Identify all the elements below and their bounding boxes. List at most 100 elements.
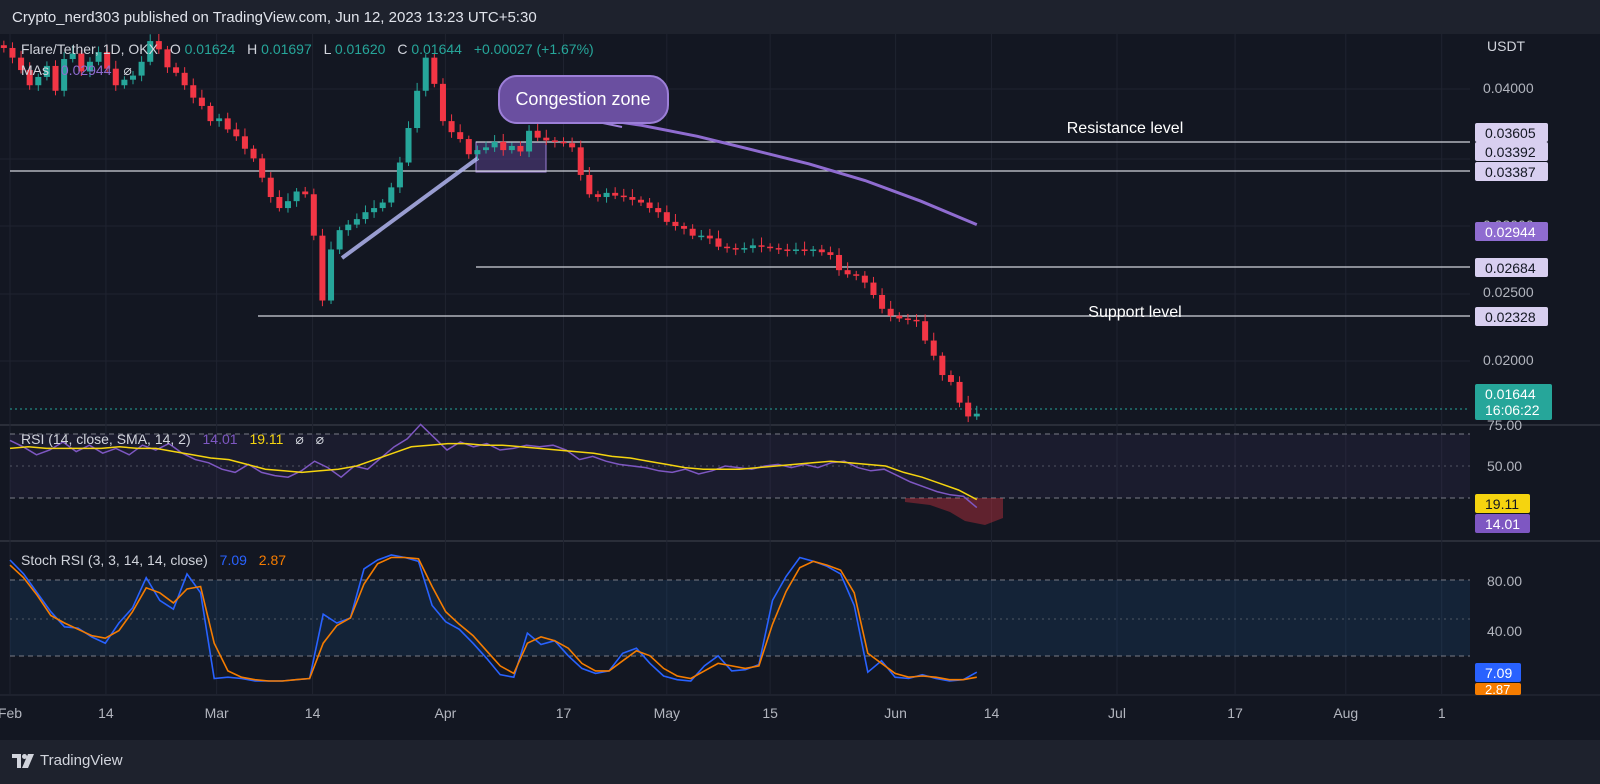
candle-body: [26, 70, 33, 86]
candle-body: [181, 72, 188, 86]
stoch-legend[interactable]: Stoch RSI (3, 3, 14, 14, close) 7.09 2.8…: [21, 552, 286, 568]
candle-body: [836, 254, 843, 271]
candle-body: [259, 158, 266, 178]
candle-body: [276, 197, 283, 209]
candle-body: [551, 140, 558, 142]
candle-body: [758, 245, 765, 247]
rsi-legend[interactable]: RSI (14, close, SMA, 14, 2) 14.01 19.11 …: [21, 431, 325, 447]
candle-body: [129, 75, 137, 80]
last-price-text: 0.01644: [1485, 386, 1536, 402]
candle-body: [913, 319, 920, 322]
x-tick-label: 14: [305, 705, 321, 721]
candle-body: [922, 321, 929, 341]
rsi-badge: [1475, 514, 1530, 533]
hidden-eye-icon[interactable]: ⌀: [316, 431, 325, 447]
candle-body: [371, 208, 378, 213]
candle-body: [86, 61, 93, 72]
resistance-label: Resistance level: [1067, 120, 1184, 137]
x-tick-label: 14: [98, 705, 114, 721]
candle-body: [629, 197, 636, 200]
candle-body: [517, 145, 524, 152]
stoch-axis[interactable]: 80.00 40.00 7.09 2.87: [1475, 573, 1522, 697]
candle-body: [861, 275, 868, 283]
stoch-k-value: 7.09: [220, 552, 247, 568]
stoch-pane[interactable]: [0, 542, 1470, 694]
candle-body: [422, 57, 429, 91]
rsi-value: 14.01: [203, 431, 238, 447]
y-tick-label: 0.02500: [1483, 284, 1534, 300]
candle-body: [439, 83, 446, 122]
candle-body: [112, 68, 119, 86]
price-badge-text: 0.03392: [1485, 144, 1536, 160]
candle-body: [827, 252, 834, 255]
trend-line[interactable]: [340, 156, 480, 260]
rsi-sma-badge-text: 19.11: [1485, 496, 1519, 512]
candle-body: [431, 57, 438, 84]
y-tick-label: 80.00: [1487, 573, 1522, 589]
x-tick-label: Mar: [205, 705, 229, 721]
candle-body: [818, 249, 825, 253]
rsi-label: RSI (14, close, SMA, 14, 2): [21, 431, 191, 447]
x-tick-label: 17: [1227, 705, 1243, 721]
svg-text:MAs 0.02944 ⌀: MAs 0.02944 ⌀: [21, 62, 132, 78]
close-value: 0.01644: [411, 41, 462, 57]
candle-body: [319, 235, 326, 301]
candle-body: [663, 212, 670, 222]
y-tick-label: 75.00: [1487, 417, 1522, 433]
stoch-d-value: 2.87: [259, 552, 286, 568]
hidden-eye-icon[interactable]: ⌀: [123, 62, 132, 78]
ma-label: MAs: [21, 62, 49, 78]
rsi-sma-value: 19.11: [249, 431, 283, 447]
candle-body: [267, 177, 274, 198]
candle-body: [732, 248, 739, 250]
candle-body: [947, 375, 954, 382]
time-axis[interactable]: Feb 14 Mar 14 Apr 17 May 15 Jun 14 Jul 17 Aug 1: [0, 705, 1446, 721]
candle-body: [207, 105, 214, 122]
candle-body: [741, 248, 748, 250]
candle-body: [482, 147, 490, 151]
candle-body: [457, 132, 464, 140]
candle-body: [637, 199, 645, 203]
stoch-d-line: [9, 556, 977, 682]
rsi-pane[interactable]: [0, 426, 1470, 540]
candlestick-series: [0, 34, 980, 423]
candle-body: [474, 150, 481, 155]
rsi-axis[interactable]: 75.00 50.00 19.11 14.01: [1475, 417, 1530, 533]
hidden-eye-icon[interactable]: ⌀: [295, 431, 304, 447]
candle-body: [681, 226, 688, 229]
publish-bar: Crypto_nerd303 published on TradingView.…: [0, 0, 1600, 34]
candle-body: [844, 270, 851, 275]
x-tick-label: Apr: [435, 705, 457, 721]
svg-text:Stoch RSI (3, 3, 14, 14, close: Stoch RSI (3, 3, 14, 14, close) 7.09 2.8…: [21, 552, 286, 568]
congestion-callout[interactable]: [498, 75, 669, 124]
y-tick-label: 0.02000: [1483, 352, 1534, 368]
candle-body: [698, 235, 705, 238]
rsi-oversold-fill: [905, 498, 1003, 525]
price-axis[interactable]: USDT 0.04000 0.03000 0.02500 0.02000 0.0…: [1475, 38, 1552, 420]
candle-body: [749, 245, 756, 249]
candle-body: [414, 90, 421, 129]
x-tick-label: Jun: [884, 705, 907, 721]
candle-body: [879, 295, 886, 309]
chart-canvas[interactable]: Congestion zone Resistance level Support…: [0, 34, 1600, 740]
x-tick-label: Feb: [0, 705, 22, 721]
brand[interactable]: TradingView: [12, 752, 123, 769]
candle-body: [164, 49, 171, 68]
candle-body: [724, 246, 731, 249]
stoch-k-badge: [1475, 663, 1521, 682]
candle-body: [569, 143, 576, 148]
price-badge: [1475, 258, 1548, 277]
candle-body: [78, 53, 85, 72]
candle-body: [543, 137, 550, 141]
price-pane[interactable]: [0, 34, 1470, 424]
stoch-d-badge: [1475, 683, 1521, 695]
candle-body: [0, 45, 7, 48]
candle-body: [810, 249, 817, 251]
x-tick-label: May: [654, 705, 680, 721]
candle-body: [500, 141, 507, 151]
candle-body: [965, 402, 972, 417]
main-legend[interactable]: Flare/Tether, 1D, OKX O 0.01624 H 0.0169…: [21, 41, 594, 78]
candle-body: [672, 221, 679, 226]
candle-body: [896, 315, 903, 319]
